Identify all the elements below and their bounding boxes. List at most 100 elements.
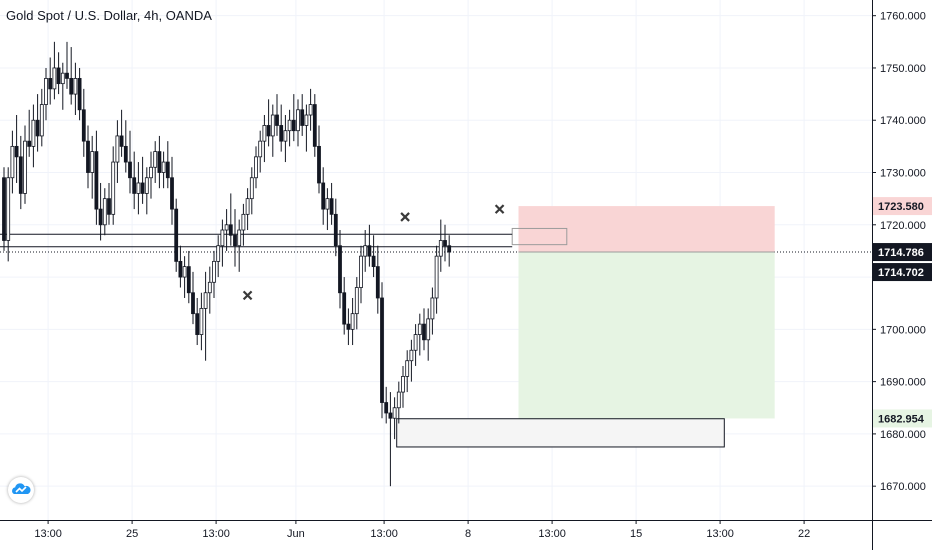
x-tick-label: 13:00 bbox=[370, 528, 398, 540]
candle-body-up bbox=[31, 119, 36, 147]
candle-body-up bbox=[426, 318, 431, 341]
candle-body-down bbox=[119, 135, 124, 147]
candle-body-down bbox=[27, 140, 32, 147]
candle-body-down bbox=[329, 198, 334, 215]
x-marker-icon bbox=[400, 212, 410, 222]
candle-body-down bbox=[2, 177, 6, 241]
horizontal-lines[interactable] bbox=[0, 233, 872, 253]
candle-body-down bbox=[65, 72, 69, 79]
price-badge bbox=[873, 263, 932, 282]
x-axis-labels: 13:00 25 13:00 Jun 13:00 8 13:00 15 13:00 22 bbox=[34, 520, 810, 540]
take-profit-zone bbox=[518, 252, 775, 419]
x-tick-label: 25 bbox=[126, 528, 138, 540]
candle-body-down bbox=[69, 78, 74, 95]
candle-body-up bbox=[434, 255, 439, 299]
x-tick-label: 13:00 bbox=[706, 528, 734, 540]
candle-body-down bbox=[375, 266, 380, 299]
candle-body-up bbox=[430, 297, 435, 320]
y-tick-label: 1730.000 bbox=[880, 168, 926, 180]
candle-body-down bbox=[371, 255, 376, 268]
candle-body-up bbox=[350, 313, 355, 330]
candle-body-down bbox=[384, 402, 389, 414]
candle-body-down bbox=[388, 412, 393, 419]
candle-body-up bbox=[287, 119, 292, 132]
position-zones[interactable] bbox=[396, 206, 775, 448]
x-marker-stroke bbox=[242, 290, 253, 301]
candle-body-down bbox=[443, 240, 447, 247]
candle-body-up bbox=[52, 67, 57, 90]
candle-body-down bbox=[291, 119, 296, 132]
tradingview-logo-icon[interactable] bbox=[8, 477, 34, 503]
candle-body-down bbox=[300, 109, 305, 126]
x-tick-label: 13:00 bbox=[538, 528, 566, 540]
candle-body-up bbox=[262, 125, 267, 142]
candle-body-down bbox=[56, 67, 61, 85]
candle-body-up bbox=[216, 245, 221, 262]
candle-body-down bbox=[165, 161, 170, 179]
demand-zone bbox=[396, 418, 725, 448]
y-tick-label: 1760.000 bbox=[880, 11, 926, 23]
candle-body-up bbox=[203, 292, 208, 309]
resistance-box bbox=[511, 227, 568, 246]
x-marker-icon bbox=[494, 204, 505, 214]
candle-body-up bbox=[296, 109, 300, 132]
y-tick-label: 1700.000 bbox=[880, 324, 926, 336]
candle-body-up bbox=[283, 130, 288, 142]
candle-body-up bbox=[136, 182, 141, 194]
x-marker-stroke bbox=[494, 204, 505, 214]
candle-body-up bbox=[401, 375, 405, 393]
candle-body-down bbox=[94, 151, 99, 210]
candle-body-up bbox=[249, 177, 254, 200]
price-badge bbox=[873, 409, 932, 428]
candle-body-up bbox=[161, 161, 166, 173]
candle-body-down bbox=[170, 177, 174, 210]
candle-body-up bbox=[270, 114, 275, 137]
candle-body-up bbox=[44, 78, 48, 105]
price-badge bbox=[873, 197, 932, 216]
candle-body-down bbox=[35, 119, 40, 137]
price-badge-label: 1714.786 bbox=[878, 247, 924, 259]
candle-body-up bbox=[417, 323, 422, 335]
candle-body-up bbox=[359, 255, 363, 288]
candle-body-up bbox=[325, 198, 330, 210]
candle-body-up bbox=[111, 161, 116, 215]
candle-body-up bbox=[199, 308, 204, 335]
candle-body-down bbox=[140, 182, 145, 194]
candle-body-up bbox=[241, 213, 246, 231]
x-tick-label: 13:00 bbox=[202, 528, 230, 540]
y-tick-label: 1720.000 bbox=[880, 220, 926, 232]
candle-body-up bbox=[405, 360, 410, 377]
y-tick-label: 1690.000 bbox=[880, 377, 926, 389]
candle-body-up bbox=[224, 224, 229, 231]
candle-body-up bbox=[396, 391, 401, 409]
candle-body-up bbox=[39, 104, 44, 137]
candle-body-up bbox=[354, 287, 359, 315]
candle-body-down bbox=[275, 114, 279, 126]
candle-body-down bbox=[233, 234, 237, 247]
y-tick-label: 1670.000 bbox=[880, 481, 926, 493]
candle-body-up bbox=[23, 140, 27, 194]
candle-body-down bbox=[338, 245, 342, 294]
candle-body-down bbox=[81, 109, 86, 142]
candle-body-up bbox=[245, 198, 250, 215]
candle-body-down bbox=[14, 145, 19, 158]
x-tick-label: 8 bbox=[465, 528, 471, 540]
candle-body-up bbox=[60, 72, 65, 85]
candle-body-down bbox=[367, 245, 372, 257]
candle-body-down bbox=[191, 292, 195, 315]
candle-body-down bbox=[279, 125, 284, 142]
candle-body-down bbox=[342, 292, 347, 325]
candle-body-down bbox=[422, 323, 426, 341]
candle-body-down bbox=[266, 125, 271, 137]
y-tick-label: 1740.000 bbox=[880, 115, 926, 127]
candle-body-up bbox=[207, 281, 212, 294]
candle-body-down bbox=[174, 208, 179, 262]
candle-body-down bbox=[317, 145, 321, 184]
candle-body-down bbox=[380, 297, 384, 403]
candle-body-down bbox=[128, 161, 132, 179]
y-tick-label: 1750.000 bbox=[880, 63, 926, 75]
candle-body-up bbox=[220, 229, 225, 247]
candle-body-down bbox=[157, 151, 162, 173]
